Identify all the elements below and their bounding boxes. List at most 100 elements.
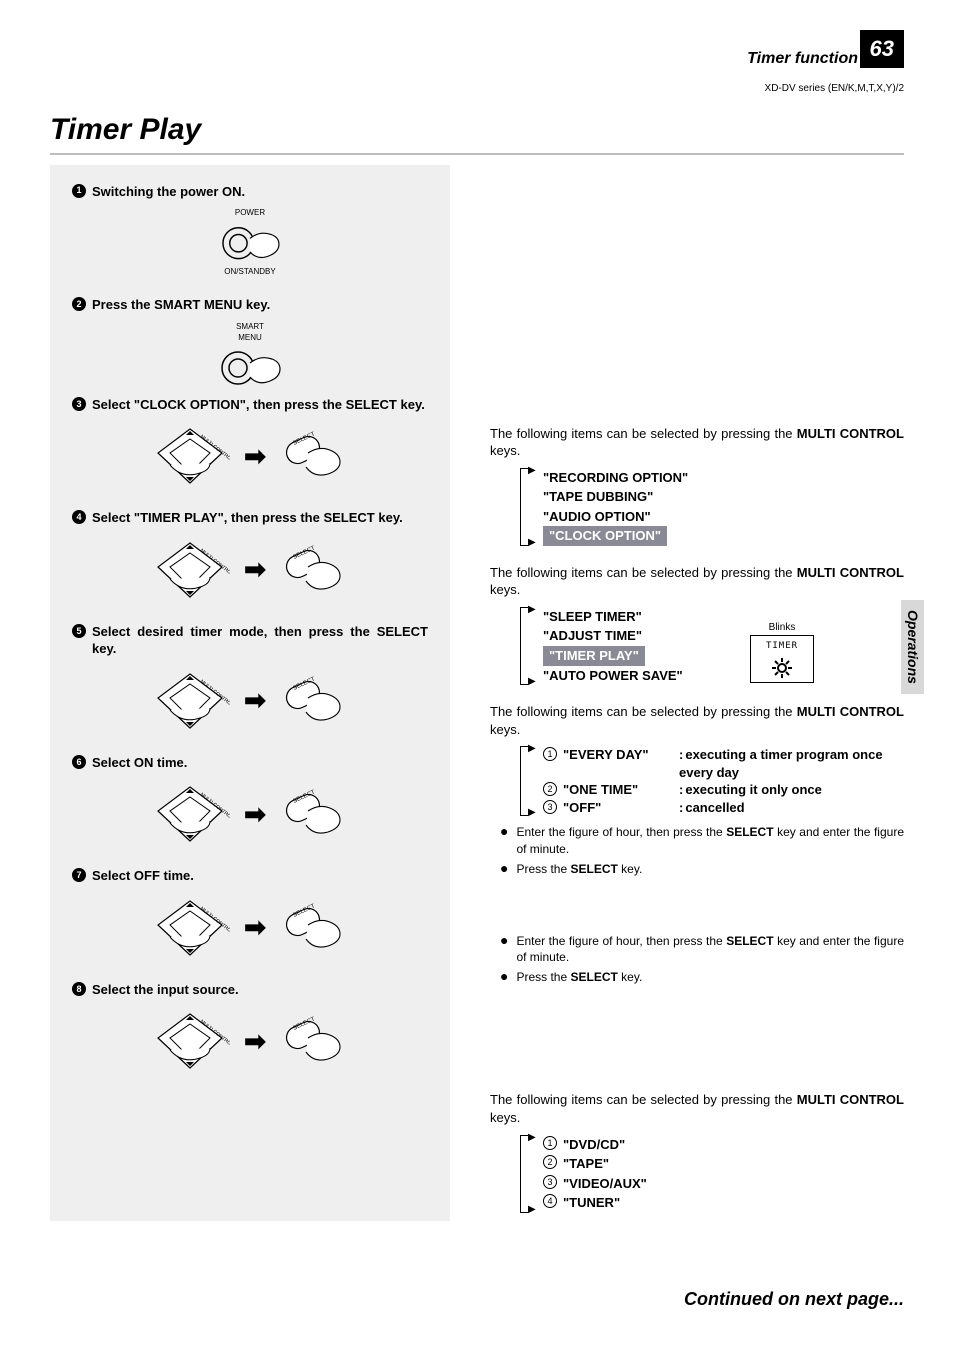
menu-item: "CLOCK OPTION" bbox=[543, 526, 667, 546]
select-press-icon: SELECT bbox=[280, 676, 350, 726]
arrow-right-icon: ➡ bbox=[244, 552, 266, 587]
mode-number: 2 bbox=[543, 782, 557, 796]
step-4-num: 4 bbox=[72, 510, 86, 524]
step-1: 1 Switching the power ON. POWER ON/STAND… bbox=[72, 183, 428, 279]
step-5-text: Select desired timer mode, then press th… bbox=[92, 623, 428, 658]
step-6-num: 6 bbox=[72, 755, 86, 769]
multi-control-icon: MULTI CONTROL/P.CALL bbox=[150, 539, 230, 601]
bullet-item: ● Enter the figure of hour, then press t… bbox=[500, 933, 904, 965]
step-2: 2 Press the SMART MENU key. SMART MENU bbox=[72, 296, 428, 392]
intro-para-4: The following items can be selected by p… bbox=[490, 1091, 904, 1126]
menu-item: "ADJUST TIME" bbox=[543, 626, 904, 646]
source-name: "VIDEO/AUX" bbox=[563, 1174, 647, 1194]
bullet-icon: ● bbox=[500, 824, 508, 856]
arrow-right-icon: ➡ bbox=[244, 439, 266, 474]
footer-continued: Continued on next page... bbox=[684, 1287, 904, 1311]
down-arrow-icon: ▶ bbox=[528, 1205, 536, 1215]
source-row: 1 "DVD/CD" bbox=[543, 1135, 904, 1155]
page-number: 63 bbox=[860, 30, 904, 68]
intro-para-2: The following items can be selected by p… bbox=[490, 564, 904, 599]
menu-item: "TIMER PLAY" bbox=[543, 646, 645, 666]
multi-control-icon: MULTI CONTROL/P.CALL bbox=[150, 783, 230, 845]
intro-para-3: The following items can be selected by p… bbox=[490, 703, 904, 738]
mode-desc: :cancelled bbox=[679, 799, 745, 817]
step-1-illus: POWER ON/STANDBY bbox=[72, 208, 428, 278]
step-8-num: 8 bbox=[72, 982, 86, 996]
dual-illus: MULTI CONTROL/P.CALL ➡ SELECT bbox=[72, 421, 428, 491]
header-section: Timer function bbox=[747, 48, 858, 70]
menu-item: "SLEEP TIMER" bbox=[543, 607, 904, 627]
dual-illus: MULTI CONTROL/P.CALL ➡ SELECT bbox=[72, 893, 428, 963]
bullet-icon: ● bbox=[500, 969, 508, 985]
page-title: Timer Play bbox=[50, 110, 904, 155]
step-2-text: Press the SMART MENU key. bbox=[92, 296, 428, 314]
down-arrow-icon: ▶ bbox=[528, 677, 536, 687]
select-press-icon: SELECT bbox=[280, 789, 350, 839]
timer-label: TIMER bbox=[766, 640, 798, 652]
source-number: 1 bbox=[543, 1136, 557, 1150]
down-arrow-icon: ▶ bbox=[528, 538, 536, 548]
mode-desc: :executing a timer program once every da… bbox=[679, 746, 904, 781]
bullet-icon: ● bbox=[500, 933, 508, 965]
step-3: 3 Select "CLOCK OPTION", then press the … bbox=[72, 396, 428, 492]
arrow-right-icon: ➡ bbox=[244, 683, 266, 718]
up-arrow-icon: ▶ bbox=[528, 605, 536, 615]
step-7: 7 Select OFF time. MULTI CONTROL/P.CALL … bbox=[72, 867, 428, 963]
source-row: 3 "VIDEO/AUX" bbox=[543, 1174, 904, 1194]
step-8: 8 Select the input source. MULTI CONTROL… bbox=[72, 981, 428, 1077]
mode-desc: :executing it only once bbox=[679, 781, 822, 799]
manual-page: Timer function 63 XD-DV series (EN/K,M,T… bbox=[0, 0, 954, 1351]
power-top-label: POWER bbox=[235, 208, 265, 219]
step-6-text: Select ON time. bbox=[92, 754, 428, 772]
arrow-right-icon: ➡ bbox=[244, 910, 266, 945]
hand-press-icon bbox=[210, 221, 290, 265]
bullet-item: ● Press the SELECT key. bbox=[500, 861, 904, 877]
multi-control-icon: MULTI CONTROL/P.CALL bbox=[150, 1010, 230, 1072]
bullet-item: ● Press the SELECT key. bbox=[500, 969, 904, 985]
up-arrow-icon: ▶ bbox=[528, 466, 536, 476]
select-press-icon: SELECT bbox=[280, 1016, 350, 1066]
menu-item: "AUDIO OPTION" bbox=[543, 507, 904, 527]
mode-name: "OFF" bbox=[563, 799, 673, 817]
down-arrow-icon: ▶ bbox=[528, 808, 536, 818]
bullet-item: ● Enter the figure of hour, then press t… bbox=[500, 824, 904, 856]
series-note: XD-DV series (EN/K,M,T,X,Y)/2 bbox=[765, 82, 904, 96]
step-3-text: Select "CLOCK OPTION", then press the SE… bbox=[92, 396, 428, 414]
source-number: 4 bbox=[543, 1194, 557, 1208]
mode-row: 2 "ONE TIME" :executing it only once bbox=[543, 781, 904, 799]
mode-name: "EVERY DAY" bbox=[563, 746, 673, 781]
step-2-num: 2 bbox=[72, 297, 86, 311]
source-number: 3 bbox=[543, 1175, 557, 1189]
content-columns: 1 Switching the power ON. POWER ON/STAND… bbox=[50, 165, 904, 1221]
dual-illus: MULTI CONTROL/P.CALL ➡ SELECT bbox=[72, 535, 428, 605]
select-press-icon: SELECT bbox=[280, 545, 350, 595]
dual-illus: MULTI CONTROL/P.CALL ➡ SELECT bbox=[72, 1006, 428, 1076]
step-4-text: Select "TIMER PLAY", then press the SELE… bbox=[92, 509, 428, 527]
select-press-icon: SELECT bbox=[280, 431, 350, 481]
menu-timer-modes: ▶ ▶ 1 "EVERY DAY" :executing a timer pro… bbox=[520, 746, 904, 816]
on-time-bullets: ● Enter the figure of hour, then press t… bbox=[500, 824, 904, 877]
timer-gear-icon bbox=[772, 658, 792, 678]
source-name: "DVD/CD" bbox=[563, 1135, 625, 1155]
source-name: "TAPE" bbox=[563, 1154, 609, 1174]
step-1-text: Switching the power ON. bbox=[92, 183, 428, 201]
step-3-num: 3 bbox=[72, 397, 86, 411]
step-6: 6 Select ON time. MULTI CONTROL/P.CALL ➡… bbox=[72, 754, 428, 850]
mode-row: 1 "EVERY DAY" :executing a timer program… bbox=[543, 746, 904, 781]
dual-illus: MULTI CONTROL/P.CALL ➡ SELECT bbox=[72, 666, 428, 736]
select-press-icon: SELECT bbox=[280, 903, 350, 953]
multi-control-icon: MULTI CONTROL/P.CALL bbox=[150, 425, 230, 487]
menu-item: "TAPE DUBBING" bbox=[543, 487, 904, 507]
timer-indicator: Blinks TIMER bbox=[750, 621, 814, 683]
smart-menu-label: SMART MENU bbox=[236, 322, 264, 344]
source-row: 4 "TUNER" bbox=[543, 1193, 904, 1213]
intro-para-1: The following items can be selected by p… bbox=[490, 425, 904, 460]
source-number: 2 bbox=[543, 1155, 557, 1169]
multi-control-icon: MULTI CONTROL/P.CALL bbox=[150, 897, 230, 959]
mode-number: 3 bbox=[543, 800, 557, 814]
step-1-num: 1 bbox=[72, 184, 86, 198]
step-7-text: Select OFF time. bbox=[92, 867, 428, 885]
steps-column: 1 Switching the power ON. POWER ON/STAND… bbox=[50, 165, 450, 1221]
hand-press-icon bbox=[210, 345, 290, 391]
menu-timer-play: ▶ ▶ "SLEEP TIMER""ADJUST TIME""TIMER PLA… bbox=[520, 607, 904, 685]
